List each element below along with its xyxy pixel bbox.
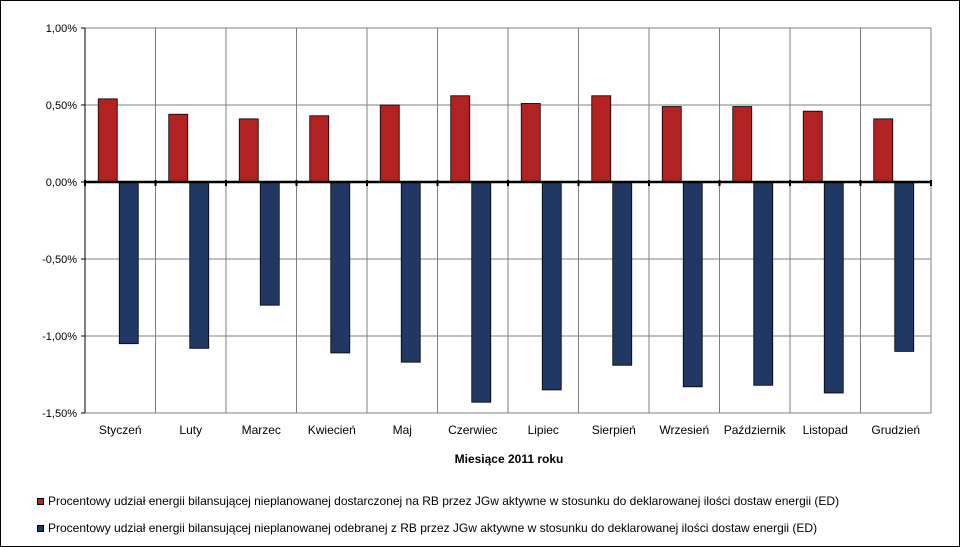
bar-received	[259, 181, 280, 306]
x-tick-label: Październik	[724, 423, 787, 437]
x-tick-label: Sierpień	[592, 423, 636, 437]
bar-delivered	[802, 110, 823, 183]
x-tick-label: Luty	[179, 423, 202, 437]
bar-received	[400, 181, 421, 363]
legend-swatch-delivered	[37, 497, 44, 505]
legend-swatch-received	[37, 524, 44, 532]
y-tick-label: 1,00%	[46, 23, 77, 35]
bar-received	[541, 181, 562, 391]
x-tick-label: Maj	[393, 423, 412, 437]
legend-label-delivered: Procentowy udział energii bilansującej n…	[48, 494, 840, 508]
x-tick-labels: Styczeń Luty Marzec Kwiecień Maj Czerwiec Lipi…	[99, 423, 920, 437]
bar-delivered	[379, 104, 400, 183]
x-tick-label: Marzec	[242, 423, 281, 437]
x-tick-label: Kwiecień	[308, 423, 356, 437]
bar-delivered	[97, 98, 118, 183]
bar-delivered	[168, 113, 189, 183]
bar-received	[330, 181, 351, 354]
bar-delivered	[732, 106, 753, 183]
y-tick-label: 0,00%	[46, 177, 77, 189]
x-tick-label: Styczeń	[99, 423, 142, 437]
bar-received	[894, 181, 915, 352]
bar-received	[189, 181, 210, 349]
legend-label-received: Procentowy udział energii bilansującej n…	[48, 521, 818, 535]
x-tick-label: Wrzesień	[659, 423, 709, 437]
legend-item-2: Procentowy udział energii bilansującej n…	[37, 521, 937, 535]
bar-delivered	[309, 115, 330, 183]
y-tick-label: -1,00%	[42, 331, 77, 343]
y-tick-label: -0,50%	[42, 254, 77, 266]
bar-delivered	[661, 106, 682, 183]
bar-received	[612, 181, 633, 366]
axes	[81, 27, 932, 414]
x-tick-label: Listopad	[803, 423, 848, 437]
x-tick-label: Czerwiec	[448, 423, 497, 437]
y-tick-label: -1,50%	[42, 408, 77, 420]
bar-delivered	[591, 95, 612, 183]
x-tick-label: Grudzień	[871, 423, 920, 437]
bar-delivered	[520, 103, 541, 183]
legend-item-1: Procentowy udział energii bilansującej n…	[37, 494, 937, 508]
bar-received	[471, 181, 492, 403]
bar-received	[753, 181, 774, 386]
x-tick-label: Lipiec	[528, 423, 559, 437]
x-axis-title: Miesiące 2011 roku	[455, 452, 564, 466]
bar-received	[118, 181, 139, 345]
bar-received	[823, 181, 844, 394]
y-tick-label: 0,50%	[46, 100, 77, 112]
bar-delivered	[450, 95, 471, 183]
bar-delivered	[238, 118, 259, 183]
bars	[97, 95, 915, 403]
bar-received	[682, 181, 703, 388]
grid-lines	[84, 27, 932, 414]
y-tick-labels: 1,00% 0,50% 0,00% -0,50% -1,00% -1,50%	[42, 23, 77, 420]
bar-delivered	[873, 118, 894, 183]
